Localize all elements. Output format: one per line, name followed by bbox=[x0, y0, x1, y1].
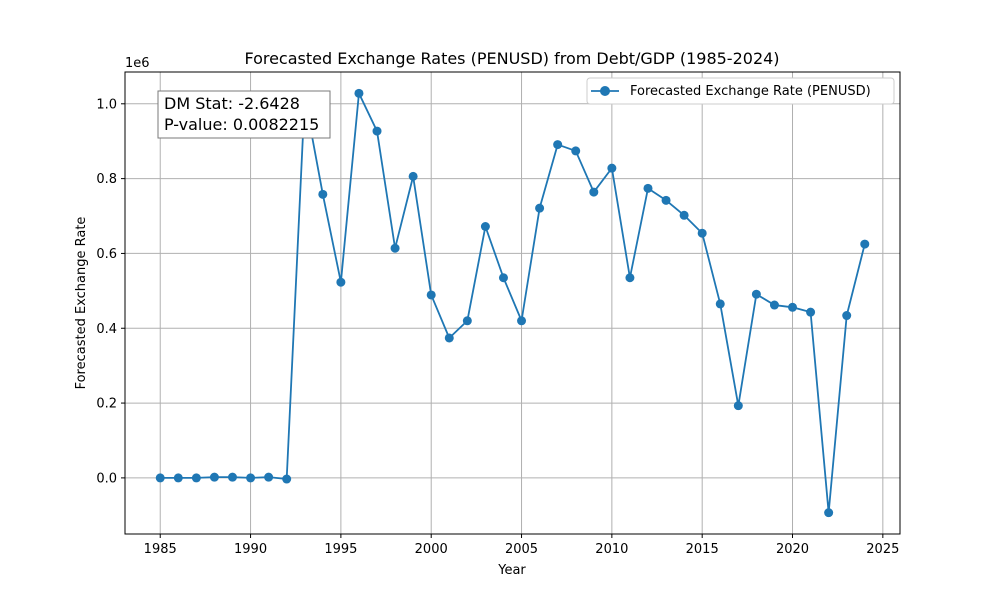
data-point bbox=[607, 163, 617, 173]
x-tick-label: 1985 bbox=[144, 542, 177, 557]
data-point bbox=[173, 473, 183, 483]
data-point bbox=[390, 243, 400, 253]
grid bbox=[125, 72, 900, 534]
x-axis-label: Year bbox=[497, 563, 526, 578]
y-tick-label: 0.0 bbox=[96, 471, 117, 486]
data-point bbox=[246, 473, 256, 483]
x-tick-label: 2015 bbox=[686, 542, 719, 557]
data-point bbox=[661, 195, 671, 205]
data-point bbox=[806, 307, 816, 317]
y-tick-label: 0.8 bbox=[96, 172, 117, 187]
data-point bbox=[282, 474, 292, 484]
data-point bbox=[535, 203, 545, 213]
annotation-dm-stat: DM Stat: -2.6428 bbox=[164, 94, 300, 113]
series-layer bbox=[155, 88, 870, 518]
data-point bbox=[336, 277, 346, 287]
data-point bbox=[264, 472, 274, 482]
y-axis-offset-label: 1e6 bbox=[125, 56, 150, 71]
data-point bbox=[480, 221, 490, 231]
x-tick-label: 2025 bbox=[866, 542, 899, 557]
data-point bbox=[462, 316, 472, 326]
data-point bbox=[354, 88, 364, 98]
data-point bbox=[517, 316, 527, 326]
data-point bbox=[318, 189, 328, 199]
legend-point-marker bbox=[600, 86, 610, 96]
data-point bbox=[444, 333, 454, 343]
y-axis-label: Forecasted Exchange Rate bbox=[74, 217, 89, 390]
data-point bbox=[571, 146, 581, 156]
y-tick-label: 0.6 bbox=[96, 247, 117, 262]
data-point bbox=[860, 239, 870, 249]
x-tick-label: 2010 bbox=[595, 542, 628, 557]
data-point bbox=[643, 183, 653, 193]
chart-title: Forecasted Exchange Rates (PENUSD) from … bbox=[244, 49, 779, 68]
x-tick-label: 2000 bbox=[415, 542, 448, 557]
x-tick-label: 1995 bbox=[324, 542, 357, 557]
data-point bbox=[426, 290, 436, 300]
data-point bbox=[769, 300, 779, 310]
x-tick-label: 2020 bbox=[776, 542, 809, 557]
data-point bbox=[498, 273, 508, 283]
legend-label: Forecasted Exchange Rate (PENUSD) bbox=[630, 84, 871, 99]
data-point bbox=[824, 508, 834, 518]
data-point bbox=[697, 228, 707, 238]
data-point bbox=[733, 401, 743, 411]
series-line bbox=[160, 92, 866, 514]
data-point bbox=[788, 302, 798, 312]
data-point bbox=[155, 473, 165, 483]
data-point bbox=[589, 187, 599, 197]
data-point bbox=[625, 273, 635, 283]
plot-frame bbox=[124, 71, 901, 535]
x-tick-label: 1990 bbox=[234, 542, 267, 557]
data-point bbox=[715, 299, 725, 309]
data-point bbox=[842, 311, 852, 321]
annotation-p-value: P-value: 0.0082215 bbox=[164, 115, 319, 134]
y-tick-label: 0.4 bbox=[96, 322, 117, 337]
data-point bbox=[372, 126, 382, 136]
axis-ticks: 1985 1990 1995 2000 2005 2010 2015 2020 2025 0.0 0… bbox=[96, 97, 899, 557]
data-point bbox=[553, 140, 563, 150]
y-tick-label: 0.2 bbox=[96, 397, 117, 412]
y-tick-label: 1.0 bbox=[96, 97, 117, 112]
data-point bbox=[679, 210, 689, 220]
legend: Forecasted Exchange Rate (PENUSD) bbox=[586, 77, 895, 105]
data-point bbox=[227, 472, 237, 482]
data-point bbox=[751, 289, 761, 299]
data-point bbox=[408, 171, 418, 181]
data-point bbox=[191, 473, 201, 483]
annotation-box: DM Stat: -2.6428 P-value: 0.0082215 bbox=[157, 90, 331, 139]
annotation-frame bbox=[157, 90, 331, 139]
legend-frame bbox=[586, 77, 895, 105]
data-point bbox=[209, 472, 219, 482]
x-tick-label: 2005 bbox=[505, 542, 538, 557]
